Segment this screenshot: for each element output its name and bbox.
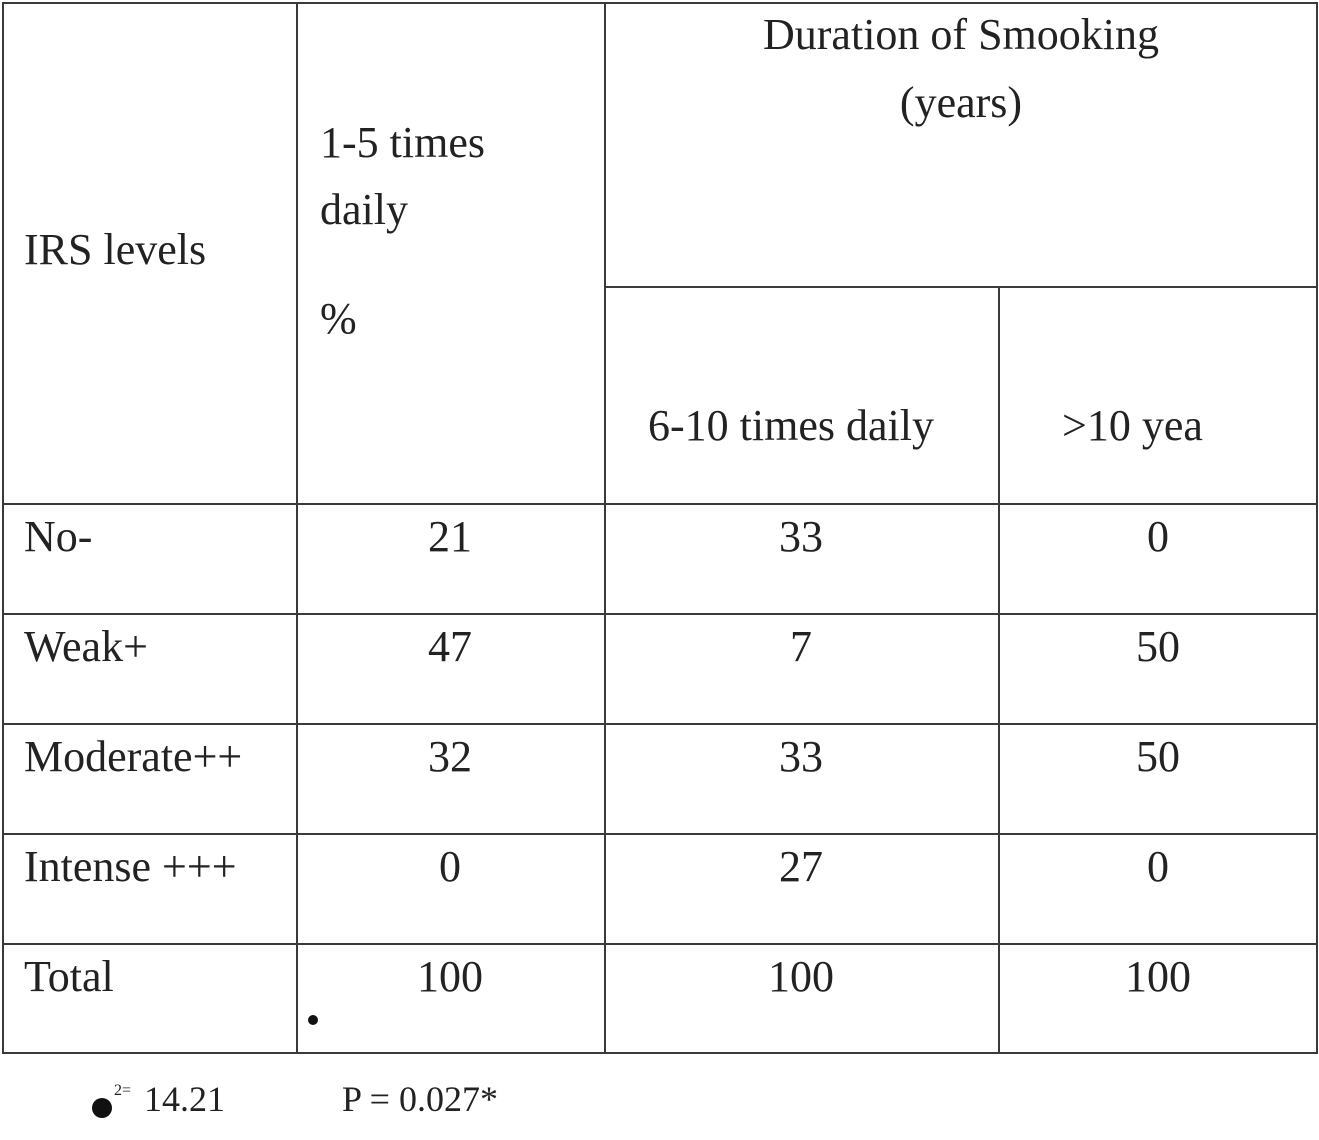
- table-cell: 0: [439, 842, 461, 891]
- row-divider: [2, 613, 1318, 615]
- table-border-top: [2, 2, 1318, 4]
- table-cell: 100: [417, 952, 483, 1001]
- group-header-line1: Duration of Smooking: [763, 10, 1159, 59]
- row-divider: [2, 943, 1318, 945]
- chi-bullet-icon: [92, 1098, 112, 1118]
- group-header-line2: (years): [899, 78, 1023, 127]
- header-bottom-line: [2, 503, 1318, 505]
- column-divider: [998, 287, 1000, 1054]
- table-cell: 50: [1136, 732, 1180, 781]
- table-cell: 7: [790, 622, 812, 671]
- row-label: No-: [24, 512, 93, 561]
- bullet-dot-icon: [308, 1015, 318, 1025]
- row-label-header: IRS levels: [24, 225, 207, 274]
- column-divider: [296, 2, 298, 1054]
- row-label: Moderate++: [24, 732, 243, 781]
- table-border-right: [1316, 2, 1318, 1054]
- table-cell: 33: [779, 512, 823, 561]
- table-cell: 0: [1147, 512, 1169, 561]
- chi-square-value: 14.21: [144, 1079, 225, 1119]
- row-label: Weak+: [24, 622, 148, 671]
- table-cell: 27: [779, 842, 823, 891]
- col3-header: >10 yea: [1062, 401, 1203, 450]
- group-header-divider: [605, 286, 1318, 288]
- table-cell: 100: [768, 952, 834, 1001]
- table-border-left: [2, 2, 4, 1054]
- row-divider: [2, 833, 1318, 835]
- chi-superscript: 2=: [114, 1082, 132, 1099]
- table-cell: 100: [1125, 952, 1191, 1001]
- col1-header-line2: daily: [320, 185, 408, 234]
- col2-header: 6-10 times daily: [648, 401, 934, 450]
- table-cell: 32: [428, 732, 472, 781]
- col1-header-unit: %: [320, 294, 357, 343]
- table-cell: 0: [1147, 842, 1169, 891]
- table-cell: 33: [779, 732, 823, 781]
- table-cell: 50: [1136, 622, 1180, 671]
- table-border-bottom: [2, 1052, 1318, 1054]
- row-label: Total: [24, 952, 114, 1001]
- row-divider: [2, 723, 1318, 725]
- table-cell: 21: [428, 512, 472, 561]
- table-cell: 47: [428, 622, 472, 671]
- p-value: P = 0.027*: [342, 1079, 498, 1119]
- column-divider: [604, 2, 606, 1054]
- row-label: Intense +++: [24, 842, 237, 891]
- col1-header-line1: 1-5 times: [320, 118, 485, 167]
